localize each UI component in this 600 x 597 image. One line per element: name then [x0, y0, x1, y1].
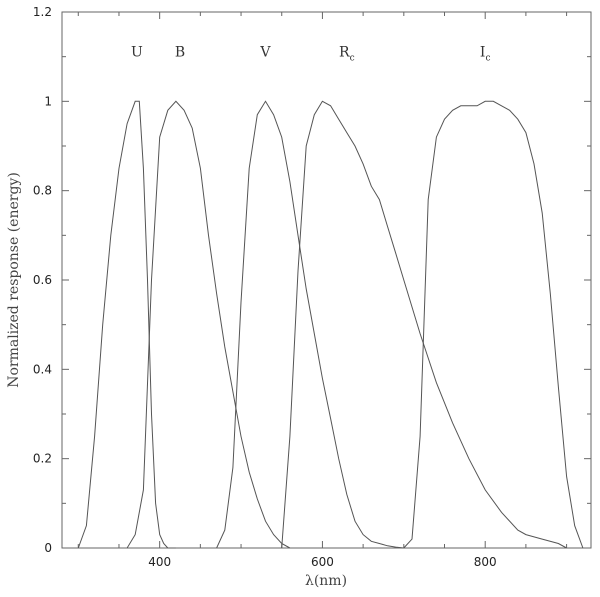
curve-group	[77, 100, 584, 549]
x-tick-label: 800	[474, 555, 497, 569]
band-label-v: V	[259, 45, 271, 61]
y-tick-label: 0.4	[33, 362, 52, 376]
band-label-rc: Rc	[339, 45, 355, 64]
y-tick-label: 0	[44, 541, 52, 555]
y-tick-label: 0.6	[33, 273, 52, 287]
curve-u	[77, 100, 176, 549]
plot-frame	[61, 11, 592, 549]
y-tick-label: 1.2	[33, 5, 52, 19]
band-label-u: U	[131, 45, 143, 61]
band-label-group: U B V Rc Ic	[131, 45, 491, 64]
band-label-b: B	[175, 45, 185, 61]
tick-group: 400 600 800 0 0.2 0.4 0.6 0.8 1 1.2	[33, 5, 591, 569]
y-axis-title: Normalized response (energy)	[6, 172, 22, 388]
curve-b	[126, 100, 291, 549]
x-tick-label: 600	[311, 555, 334, 569]
x-tick-label: 400	[148, 555, 171, 569]
x-axis-title: λ(nm)	[305, 573, 347, 589]
y-tick-label: 0.8	[33, 184, 52, 198]
y-tick-label: 0.2	[33, 452, 52, 466]
curve-ic	[403, 100, 584, 549]
curve-v	[216, 100, 404, 549]
curve-rc	[281, 100, 567, 549]
y-tick-label: 1	[44, 94, 52, 108]
band-label-ic: Ic	[480, 45, 491, 64]
